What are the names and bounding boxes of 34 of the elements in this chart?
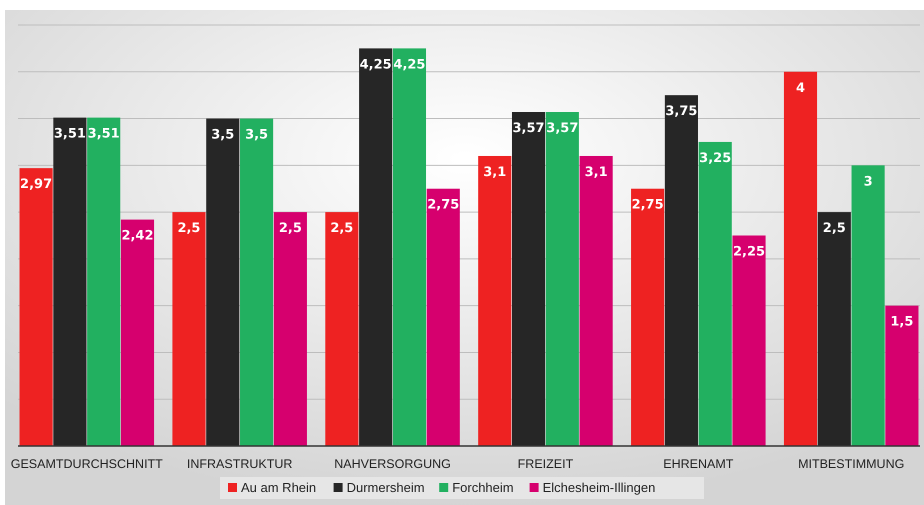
data-label: 4,25: [360, 57, 392, 72]
legend-label: Elchesheim-Illingen: [542, 480, 656, 495]
x-tick-label: INFRASTRUKTUR: [186, 457, 292, 471]
data-label: 2,25: [732, 244, 766, 260]
data-label: 3,57: [546, 121, 578, 136]
data-label: 3,57: [512, 121, 545, 136]
data-label: 2,42: [121, 228, 154, 244]
data-label: 2,75: [632, 198, 664, 213]
data-label: 2,75: [427, 198, 460, 213]
data-label: 2,5: [330, 221, 354, 236]
data-label: 3: [864, 174, 873, 190]
data-label: 3,51: [54, 126, 86, 142]
data-label: 4,25: [393, 57, 426, 72]
x-tick-label: FREIZEIT: [518, 457, 574, 471]
x-tick-label: GESAMTDURCHSCHNITT: [10, 457, 164, 471]
data-label: 2,5: [278, 221, 302, 236]
data-label: 3,25: [699, 150, 732, 166]
data-label: 1,5: [890, 314, 914, 330]
data-label: 3,5: [211, 128, 234, 143]
data-label: 4: [796, 80, 806, 96]
data-label: 2,5: [822, 221, 846, 236]
x-tick-label: EHRENAMT: [663, 457, 734, 471]
data-label: 3,1: [584, 164, 608, 180]
data-label: 3,1: [483, 164, 506, 180]
legend-label: Durmersheim: [346, 480, 425, 495]
x-tick-label: MITBESTIMMUNG: [798, 457, 904, 471]
legend-label: Forchheim: [452, 480, 514, 495]
data-label: 2,5: [177, 221, 200, 236]
x-tick-label: NAHVERSORGUNG: [334, 457, 451, 471]
data-label: 3,5: [245, 128, 268, 143]
data-label: 3,51: [88, 126, 120, 142]
legend-label: Au am Rhein: [241, 480, 316, 495]
data-label: 3,75: [665, 104, 698, 120]
data-label: 2,97: [20, 177, 52, 192]
